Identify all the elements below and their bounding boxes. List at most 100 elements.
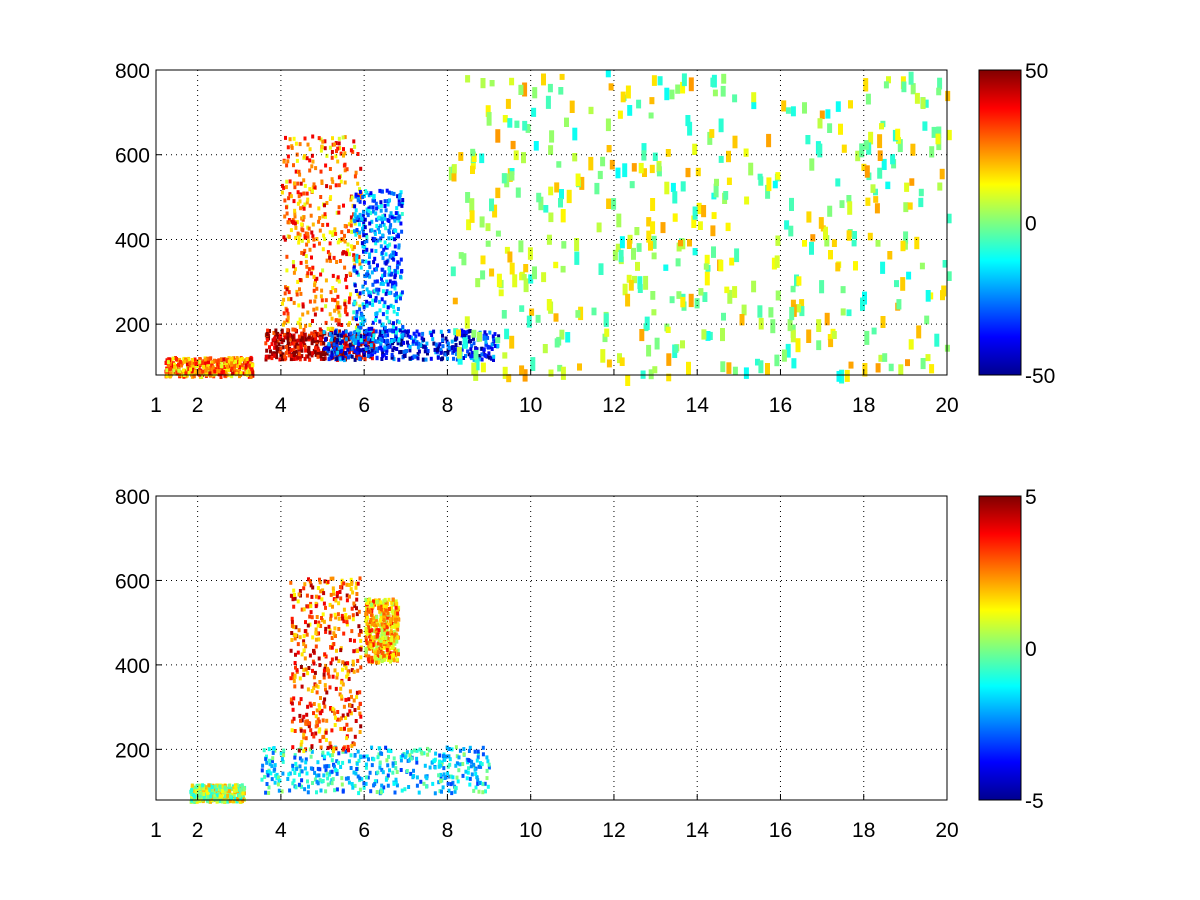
top-heat-cell [627, 105, 633, 116]
top-heat-cell [574, 238, 580, 252]
top-heat-cell [385, 279, 389, 284]
bottom-heat-cell [347, 583, 351, 587]
top-heat-cell [352, 334, 356, 339]
top-heat-cell [378, 299, 382, 304]
top-heat-cell [265, 335, 269, 340]
top-heat-cell [331, 326, 335, 331]
top-heat-cell [604, 328, 610, 337]
bottom-heat-cell [375, 790, 379, 794]
top-heat-cell [344, 329, 348, 334]
top-heat-cell [246, 359, 250, 364]
top-heat-cell [353, 144, 357, 149]
top-heat-cell [314, 336, 318, 341]
top-heat-cell [248, 360, 252, 365]
top-heat-cell [861, 163, 867, 171]
top-heat-cell [327, 357, 331, 362]
top-heat-cell [323, 352, 326, 357]
top-heat-cell [809, 158, 815, 171]
bottom-heat-cell [341, 789, 345, 794]
bottom-heat-cell [481, 752, 485, 757]
top-heat-cell [249, 374, 253, 379]
top-heat-cell [388, 328, 392, 333]
bottom-heat-cell [437, 780, 441, 785]
bottom-heat-cell [380, 626, 384, 631]
top-heat-cell [295, 289, 299, 294]
bottom-heat-cell [338, 717, 342, 722]
top-heat-cell [237, 361, 241, 365]
bottom-heat-cell [241, 791, 245, 796]
top-heat-cell [472, 336, 475, 341]
top-heat-cell [319, 272, 323, 277]
bottom-heat-cell [206, 795, 210, 800]
bottom-heat-cell [447, 788, 451, 793]
top-heat-cell [408, 356, 412, 361]
top-heat-cell [233, 370, 236, 375]
top-heat-cell [546, 234, 552, 245]
bottom-x-tick-label: 16 [769, 819, 792, 842]
top-x-tick-label: 14 [686, 394, 710, 417]
top-heat-cell [354, 208, 358, 213]
top-heat-cell [519, 365, 525, 375]
top-heat-cell [875, 363, 881, 373]
bottom-heat-cell [329, 576, 333, 581]
bottom-heat-cell [309, 728, 313, 733]
bottom-heat-cell [377, 657, 381, 662]
top-heat-cell [420, 336, 424, 341]
top-heat-cell [330, 337, 333, 342]
bottom-heat-cell [218, 784, 222, 789]
bottom-heat-cell [379, 788, 383, 793]
bottom-heat-cell [380, 622, 384, 627]
bottom-heat-cell [385, 758, 389, 763]
bottom-heat-cell [347, 594, 351, 599]
bottom-heat-cell [337, 760, 341, 765]
top-heat-cell [285, 211, 289, 216]
top-heat-cell [361, 226, 364, 231]
bottom-heat-cell [355, 690, 359, 695]
top-heat-cell [774, 354, 780, 367]
top-heat-cell [343, 180, 347, 185]
bottom-heat-cell [380, 650, 384, 655]
top-heat-cell [317, 136, 321, 141]
bottom-heat-cell [415, 748, 419, 753]
top-heat-cell [874, 203, 880, 214]
top-heat-cell [231, 371, 235, 376]
top-heat-cell [319, 341, 323, 346]
top-heat-cell [319, 356, 323, 361]
top-heat-cell [732, 286, 738, 298]
top-heat-cell [353, 283, 357, 288]
top-heat-cell [790, 285, 796, 293]
bottom-heat-cell [314, 631, 318, 636]
top-x-tick-label: 18 [852, 394, 875, 417]
top-heat-cell [493, 332, 497, 337]
top-heat-cell [490, 342, 494, 347]
bottom-heat-cell [260, 777, 264, 782]
bottom-colorbar-tick-label: 0 [1025, 638, 1037, 661]
top-heat-cell [515, 187, 521, 198]
bottom-heat-cell [376, 622, 380, 627]
bottom-heat-cell [337, 616, 341, 621]
top-heat-cell [396, 260, 400, 265]
top-heat-cell [337, 175, 341, 180]
top-heat-cell [675, 84, 681, 94]
top-heat-cell [903, 202, 909, 213]
top-heat-cell [355, 228, 359, 232]
bottom-heat-cell [204, 785, 208, 790]
top-heat-cell [283, 214, 287, 219]
bottom-heat-cell [332, 642, 336, 646]
top-heat-cell [380, 338, 384, 343]
top-heat-cell [306, 234, 310, 239]
top-heat-cell [925, 354, 931, 362]
top-heat-cell [298, 322, 302, 327]
top-heat-cell [230, 356, 234, 361]
top-heat-cell [399, 201, 403, 206]
top-heat-cell [285, 308, 289, 313]
top-heat-cell [489, 80, 495, 87]
bottom-x-tick-label: 18 [852, 819, 875, 842]
top-heat-cell [328, 241, 332, 246]
top-grid [156, 70, 947, 375]
top-heat-cell [383, 300, 387, 305]
bottom-heat-cell [357, 758, 361, 763]
top-heat-cell [286, 311, 290, 316]
top-heat-cell [355, 350, 359, 355]
top-heat-cell [369, 211, 373, 216]
